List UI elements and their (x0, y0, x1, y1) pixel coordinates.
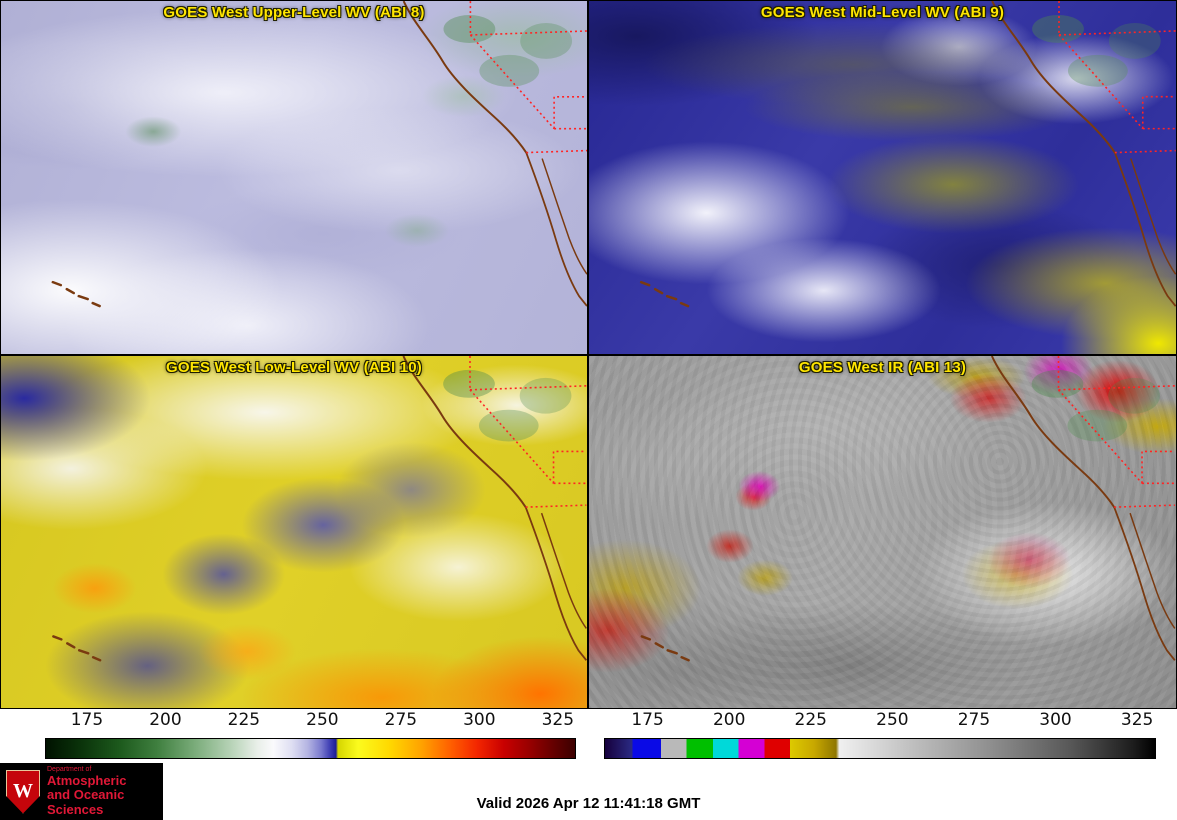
colorbar-tick: 225 (227, 710, 261, 730)
colorbar-section: 175 200 225 250 275 300 325 175 200 225 … (0, 709, 1177, 763)
panel-grid: GOES West Upper-Level WV (ABI 8) GOES We… (0, 0, 1177, 709)
colorbar-tick: 300 (463, 710, 496, 730)
colorbar-tick: 200 (149, 710, 182, 730)
colorbar-tick: 175 (70, 710, 104, 730)
dept-prefix: Department of (47, 766, 92, 774)
wv-colorbar-ticks: 175 200 225 250 275 300 325 (45, 710, 576, 730)
panel-title: GOES West IR (ABI 13) (798, 359, 967, 376)
satellite-panel-ir: GOES West IR (ABI 13) (588, 355, 1177, 709)
satellite-panel-mid-wv: GOES West Mid-Level WV (ABI 9) (588, 0, 1177, 355)
uw-aos-logo: W Department of Atmospheric and Oceanic … (0, 763, 163, 820)
panel-title: GOES West Upper-Level WV (ABI 8) (163, 4, 425, 21)
map-overlay-coastline (639, 1, 1176, 308)
satellite-panel-upper-wv: GOES West Upper-Level WV (ABI 8) (0, 0, 588, 355)
colorbar-tick: 275 (384, 710, 418, 730)
colorbar-tick: 200 (712, 710, 746, 730)
colorbar-tick: 300 (1039, 710, 1072, 730)
colorbar-tick: 225 (794, 710, 827, 730)
panel-title: GOES West Mid-Level WV (ABI 9) (760, 4, 1005, 21)
wv-colorbar (45, 738, 576, 759)
map-overlay-coastline (640, 356, 1176, 662)
crest-letter: W (13, 780, 33, 802)
department-name: Department of Atmospheric and Oceanic Sc… (47, 766, 157, 817)
panel-title: GOES West Low-Level WV (ABI 10) (166, 359, 422, 376)
map-overlay-coastline (52, 356, 587, 662)
dept-line1: Atmospheric (47, 772, 127, 788)
colorbar-tick: 250 (876, 710, 909, 730)
map-overlay-coastline (51, 1, 587, 308)
colorbar-tick: 275 (957, 710, 991, 730)
ir-colorbar-ticks: 175 200 225 250 275 300 325 (604, 710, 1156, 730)
satellite-panel-low-wv: GOES West Low-Level WV (ABI 10) (0, 355, 588, 709)
ir-colorbar (604, 738, 1156, 759)
colorbar-tick: 250 (306, 710, 339, 730)
dept-line2: and Oceanic Sciences (47, 787, 125, 817)
valid-time: Valid 2026 Apr 12 11:41:18 GMT (476, 795, 701, 812)
colorbar-tick: 175 (631, 710, 664, 730)
colorbar-tick: 325 (1120, 710, 1154, 730)
colorbar-tick: 325 (541, 710, 575, 730)
